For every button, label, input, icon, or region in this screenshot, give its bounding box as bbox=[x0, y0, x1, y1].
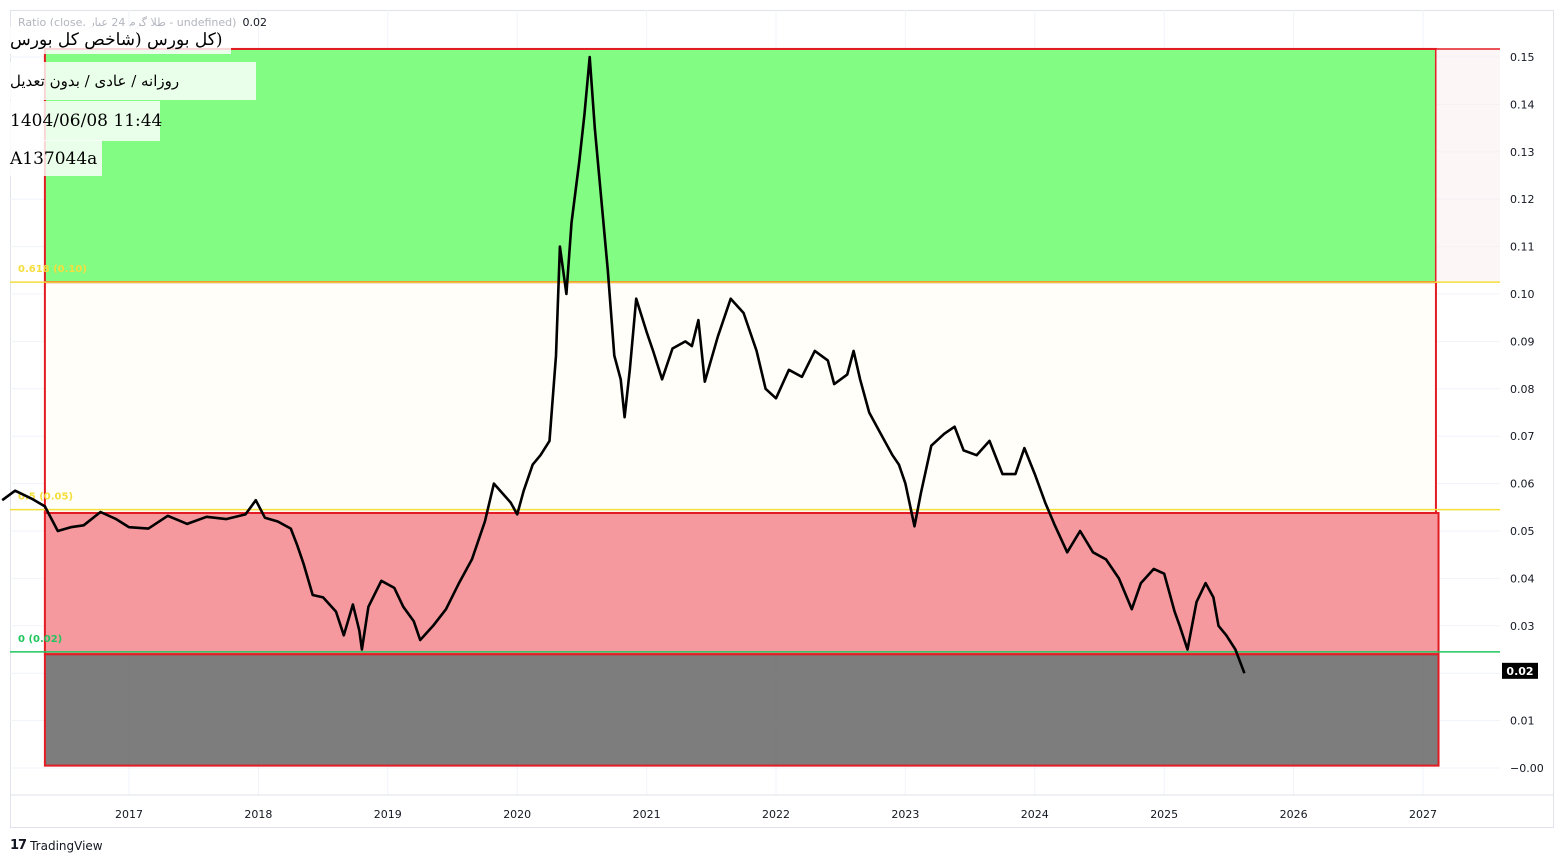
y-tick-label: 0.10 bbox=[1510, 288, 1535, 301]
zone-middle bbox=[43, 281, 1437, 514]
last-value-box bbox=[1502, 662, 1538, 679]
y-tick-label: 0.06 bbox=[1510, 478, 1535, 491]
y-tick-label: 0.11 bbox=[1510, 241, 1535, 254]
y-tick-label: 0.12 bbox=[1510, 193, 1535, 206]
legend-row[interactable]: Ratio (close, طلا گرم 24 عیار - undefine… bbox=[18, 16, 267, 29]
fib-zones bbox=[43, 47, 1500, 767]
zone-upper bbox=[43, 47, 1437, 284]
zone-bottom bbox=[43, 653, 1440, 767]
x-tick-label: 2022 bbox=[762, 808, 790, 821]
last-value-label: 0.02 bbox=[1506, 665, 1533, 678]
info-title: (کل بورس (شاخص کل بورس bbox=[10, 26, 231, 54]
x-tick-label: 2020 bbox=[503, 808, 531, 821]
x-axis: 2017 2018 2019 2020 2021 2022 2023 2024 2025 2026… bbox=[10, 794, 1554, 821]
tradingview-logo-icon: 17 bbox=[10, 838, 27, 853]
y-tick-label: 0.07 bbox=[1510, 430, 1535, 443]
fib-level-lines: 0.618 (0.10) 0.5 (0.05) 0 (0.02) bbox=[10, 48, 1500, 653]
y-tick-label: 0.14 bbox=[1510, 98, 1535, 111]
y-tick-label: 0.09 bbox=[1510, 335, 1535, 348]
x-tick-label: 2019 bbox=[374, 808, 402, 821]
brand-name: TradingView bbox=[30, 838, 103, 853]
y-tick-label: 0.15 bbox=[1510, 51, 1535, 64]
legend-value: 0.02 bbox=[242, 16, 267, 29]
x-tick-label: 2017 bbox=[115, 808, 143, 821]
x-tick-label: 2018 bbox=[244, 808, 272, 821]
x-tick-label: 2026 bbox=[1280, 808, 1308, 821]
fib-label: 0.618 (0.10) bbox=[18, 264, 87, 275]
info-code: A137044a bbox=[10, 140, 102, 176]
y-axis: 0.15 0.14 0.13 0.12 0.11 0.10 0.09 0.08 0.07 0.06… bbox=[1510, 51, 1544, 775]
legend-text: Ratio (close, طلا گرم 24 عیار - undefine… bbox=[18, 16, 237, 29]
info-period: روزانه / عادی / بدون تعدیل bbox=[10, 62, 256, 100]
info-datetime: 1404/06/08 11:44 bbox=[10, 101, 162, 141]
series-line bbox=[1, 55, 1246, 674]
y-tick-label: 0.01 bbox=[1510, 715, 1535, 728]
y-tick-label: 0.13 bbox=[1510, 146, 1535, 159]
tradingview-brand[interactable]: 17 TradingView bbox=[10, 838, 103, 853]
x-tick-label: 2027 bbox=[1409, 808, 1437, 821]
y-tick-label: −0.00 bbox=[1510, 762, 1544, 775]
price-series bbox=[1, 55, 1246, 674]
chart-frame bbox=[10, 10, 1554, 828]
last-value-marker: 0.02 bbox=[1502, 662, 1538, 679]
fib-label: 0 (0.02) bbox=[18, 634, 62, 645]
zone-lower bbox=[43, 511, 1440, 656]
y-tick-label: 0.08 bbox=[1510, 383, 1535, 396]
y-tick-label: 0.03 bbox=[1510, 620, 1535, 633]
x-tick-label: 2021 bbox=[633, 808, 661, 821]
fib-label: 0.5 (0.05) bbox=[18, 492, 73, 503]
y-tick-label: 0.05 bbox=[1510, 525, 1535, 538]
x-tick-label: 2023 bbox=[891, 808, 919, 821]
x-tick-label: 2025 bbox=[1150, 808, 1178, 821]
zone-upper-extension bbox=[1435, 48, 1500, 283]
y-tick-label: 0.04 bbox=[1510, 572, 1535, 585]
x-tick-label: 2024 bbox=[1021, 808, 1049, 821]
